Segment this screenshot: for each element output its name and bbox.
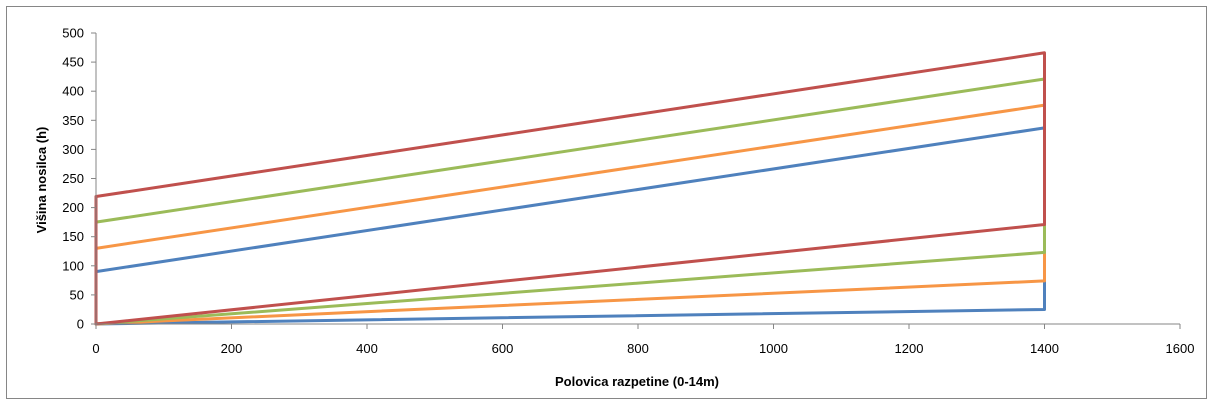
x-tick-label: 1400: [1030, 341, 1059, 356]
y-tick-label: 150: [62, 229, 84, 244]
y-tick-label: 0: [77, 317, 84, 332]
series-layer: [94, 51, 1046, 326]
y-axis-title: Višina nosilca (h): [34, 127, 49, 234]
y-tick-label: 350: [62, 113, 84, 128]
y-tick-label: 50: [70, 287, 84, 302]
y-tick-label: 400: [62, 84, 84, 99]
x-tick-label: 1000: [759, 341, 788, 356]
y-tick-label: 200: [62, 200, 84, 215]
y-tick-label: 250: [62, 171, 84, 186]
axes-layer: [95, 33, 1180, 325]
series-line-4: [94, 51, 1046, 326]
y-tick-label: 300: [62, 142, 84, 157]
y-tick-label: 100: [62, 258, 84, 273]
series-line-2: [94, 103, 1046, 326]
x-tick-label: 0: [92, 341, 99, 356]
x-tick-label: 600: [492, 341, 514, 356]
x-tick-label: 1600: [1166, 341, 1195, 356]
y-tick-label: 500: [62, 26, 84, 41]
x-tick-label: 800: [627, 341, 649, 356]
x-axis-title: Polovica razpetine (0-14m): [555, 374, 719, 389]
ticks-layer: 0 50 100 150 200 250 300 350 400 450 500 0 200 400 600…: [62, 26, 1194, 357]
y-tick-label: 450: [62, 55, 84, 70]
x-tick-label: 200: [221, 341, 243, 356]
x-tick-label: 400: [356, 341, 378, 356]
x-tick-label: 1200: [895, 341, 924, 356]
chart-frame: [6, 6, 1207, 399]
